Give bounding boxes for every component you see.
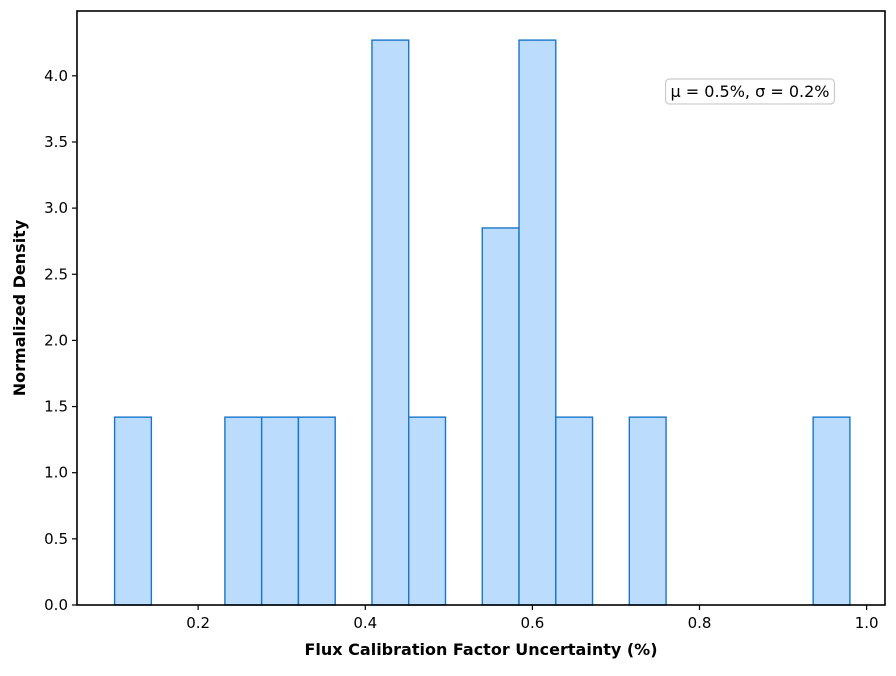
- x-tick-label: 0.4: [353, 614, 377, 632]
- y-tick-label: 3.5: [44, 133, 68, 151]
- x-axis-title: Flux Calibration Factor Uncertainty (%): [304, 640, 657, 659]
- stats-annotation: μ = 0.5%, σ = 0.2%: [664, 78, 836, 105]
- x-tick-label: 1.0: [855, 614, 879, 632]
- histogram-bar-4: [260, 416, 300, 606]
- y-tick-label: 2.5: [44, 265, 68, 283]
- histogram-bar-7: [371, 39, 410, 606]
- bars-group: [113, 39, 851, 606]
- y-tick-label: 0.0: [44, 596, 68, 614]
- y-tick-label: 2.0: [44, 331, 68, 349]
- stats-annotation-text: μ = 0.5%, σ = 0.2%: [671, 82, 830, 101]
- plot-frame: [76, 10, 886, 606]
- histogram-bar-8: [408, 416, 447, 606]
- y-tick-label: 0.5: [44, 530, 68, 548]
- histogram-bar-11: [518, 39, 557, 606]
- histogram-bar-10: [481, 227, 520, 606]
- histogram-bar-14: [628, 416, 667, 606]
- y-tick-label: 4.0: [44, 67, 68, 85]
- y-axis-title: Normalized Density: [10, 219, 29, 396]
- y-axis: 0.0 0.5 1.0 1.5 2.0 2.5 3.0 3.5 4.0: [44, 67, 77, 614]
- histogram-bar-0: [113, 416, 153, 606]
- x-axis: 0.2 0.4 0.6 0.8 1.0: [186, 605, 879, 632]
- y-tick-label: 1.0: [44, 464, 68, 482]
- histogram-bar-5: [297, 416, 336, 606]
- x-tick-label: 0.8: [688, 614, 712, 632]
- y-tick-label: 3.0: [44, 199, 68, 217]
- histogram-bar-19: [812, 416, 851, 606]
- y-tick-label: 1.5: [44, 398, 68, 416]
- stats-annotation-box: [664, 78, 836, 105]
- x-tick-label: 0.6: [520, 614, 544, 632]
- histogram-bar-12: [555, 416, 594, 606]
- x-tick-label: 0.2: [186, 614, 210, 632]
- histogram-bar-3: [224, 416, 263, 606]
